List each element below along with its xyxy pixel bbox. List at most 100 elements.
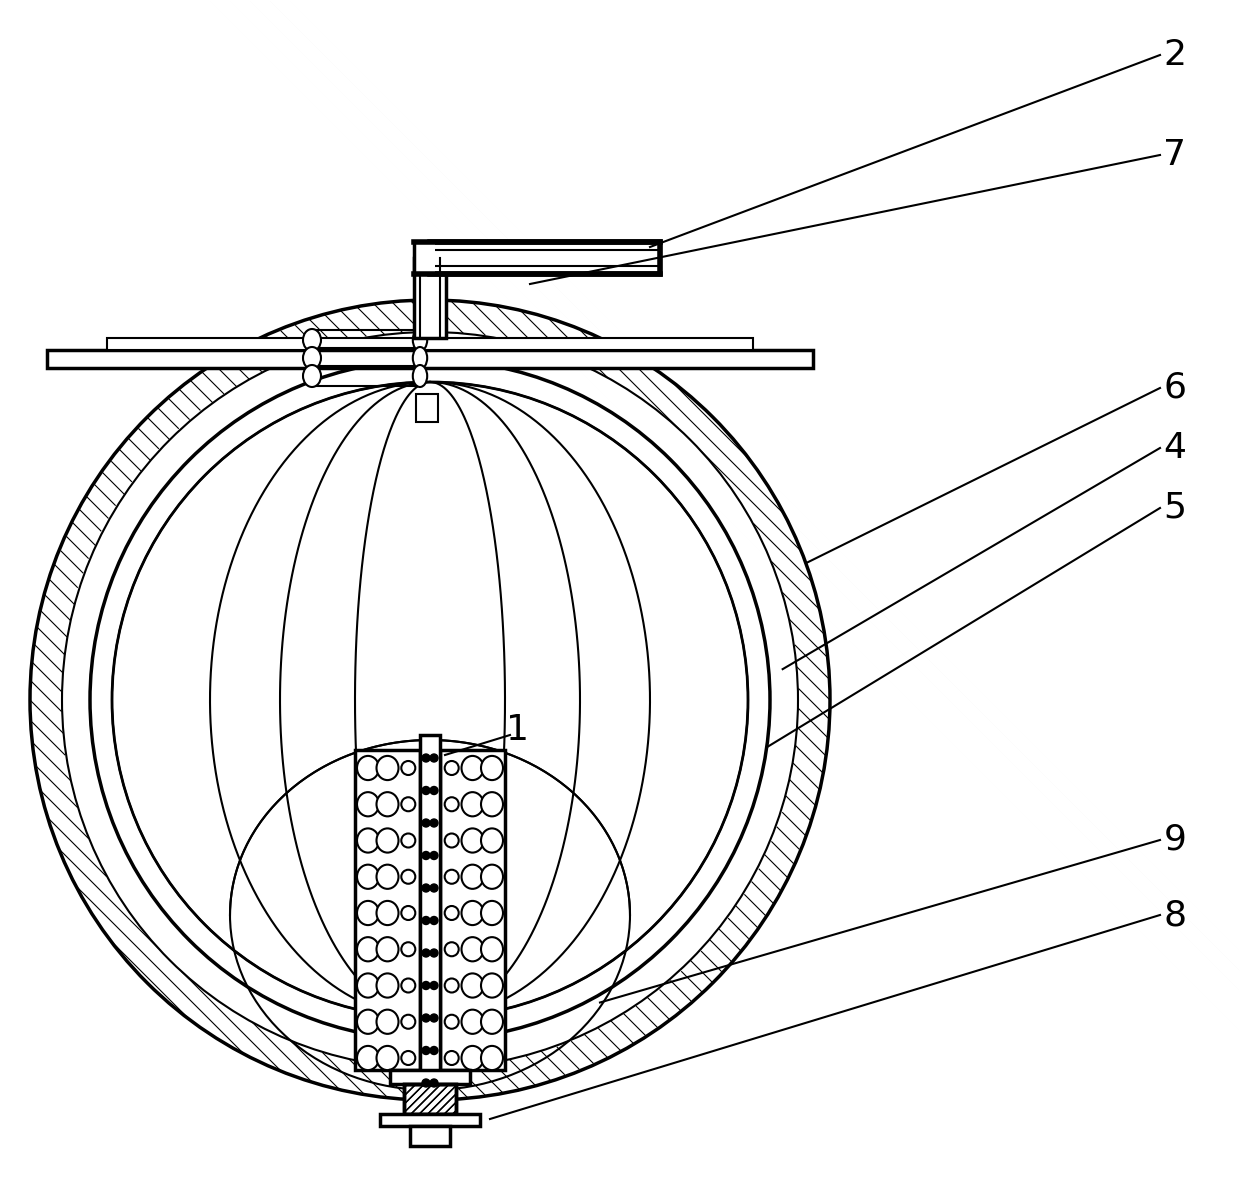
Ellipse shape	[445, 761, 459, 775]
Ellipse shape	[402, 978, 415, 992]
Circle shape	[422, 1047, 430, 1054]
Bar	[404, 1084, 456, 1115]
Circle shape	[430, 787, 438, 794]
Circle shape	[422, 948, 430, 957]
Ellipse shape	[303, 329, 321, 351]
Ellipse shape	[481, 973, 503, 997]
Bar	[47, 350, 813, 368]
Circle shape	[112, 382, 748, 1018]
Circle shape	[422, 1079, 430, 1087]
Ellipse shape	[303, 347, 321, 369]
Ellipse shape	[402, 1015, 415, 1029]
Ellipse shape	[377, 792, 398, 817]
Text: 2: 2	[1163, 38, 1187, 72]
Circle shape	[422, 787, 430, 794]
Bar	[415, 394, 438, 423]
Circle shape	[430, 948, 438, 957]
Circle shape	[422, 884, 430, 891]
Ellipse shape	[481, 1046, 503, 1071]
Text: 6: 6	[1163, 372, 1187, 405]
Ellipse shape	[377, 973, 398, 997]
Ellipse shape	[357, 973, 379, 997]
Ellipse shape	[445, 906, 459, 920]
Ellipse shape	[445, 978, 459, 992]
Ellipse shape	[481, 1010, 503, 1034]
Circle shape	[430, 982, 438, 990]
Circle shape	[422, 819, 430, 827]
Ellipse shape	[402, 906, 415, 920]
Bar	[440, 750, 505, 1069]
Ellipse shape	[377, 901, 398, 925]
Bar	[430, 242, 660, 274]
Ellipse shape	[377, 1010, 398, 1034]
Ellipse shape	[481, 756, 503, 780]
Ellipse shape	[357, 1010, 379, 1034]
Ellipse shape	[402, 798, 415, 811]
Ellipse shape	[461, 756, 484, 780]
Ellipse shape	[461, 792, 484, 817]
Ellipse shape	[481, 938, 503, 961]
Ellipse shape	[413, 364, 428, 387]
Ellipse shape	[377, 756, 398, 780]
Ellipse shape	[481, 792, 503, 817]
Bar	[404, 1084, 456, 1115]
Ellipse shape	[357, 901, 379, 925]
Circle shape	[430, 1047, 438, 1054]
Ellipse shape	[461, 901, 484, 925]
Ellipse shape	[402, 833, 415, 848]
Circle shape	[430, 1014, 438, 1022]
Circle shape	[430, 754, 438, 762]
Ellipse shape	[402, 942, 415, 957]
Ellipse shape	[357, 756, 379, 780]
Bar	[410, 1126, 450, 1145]
Circle shape	[430, 916, 438, 925]
Ellipse shape	[377, 864, 398, 889]
Ellipse shape	[402, 870, 415, 884]
Ellipse shape	[357, 829, 379, 852]
Text: 7: 7	[1163, 138, 1187, 172]
Bar	[355, 750, 420, 1069]
Ellipse shape	[461, 864, 484, 889]
Bar	[379, 1115, 480, 1126]
Bar	[414, 258, 446, 338]
Circle shape	[430, 851, 438, 859]
Ellipse shape	[481, 901, 503, 925]
Ellipse shape	[357, 864, 379, 889]
Ellipse shape	[445, 942, 459, 957]
Circle shape	[422, 916, 430, 925]
Ellipse shape	[377, 1046, 398, 1071]
Circle shape	[422, 982, 430, 990]
Ellipse shape	[413, 329, 428, 351]
Ellipse shape	[461, 938, 484, 961]
Bar	[107, 338, 753, 350]
Ellipse shape	[461, 829, 484, 852]
Bar	[391, 1069, 470, 1084]
Ellipse shape	[445, 798, 459, 811]
Text: 5: 5	[1163, 491, 1187, 525]
Ellipse shape	[445, 1015, 459, 1029]
Bar	[420, 735, 440, 1085]
Circle shape	[422, 754, 430, 762]
Ellipse shape	[461, 1010, 484, 1034]
Text: 8: 8	[1163, 899, 1187, 932]
Ellipse shape	[377, 829, 398, 852]
Ellipse shape	[377, 938, 398, 961]
Ellipse shape	[481, 829, 503, 852]
Bar	[404, 1084, 456, 1115]
Ellipse shape	[461, 1046, 484, 1071]
Bar	[414, 242, 435, 274]
Ellipse shape	[445, 833, 459, 848]
Text: 4: 4	[1163, 431, 1187, 465]
Ellipse shape	[445, 1050, 459, 1065]
Text: 1: 1	[506, 713, 529, 747]
Ellipse shape	[357, 792, 379, 817]
Ellipse shape	[413, 347, 428, 369]
Ellipse shape	[357, 1046, 379, 1071]
Ellipse shape	[481, 864, 503, 889]
Circle shape	[430, 819, 438, 827]
Ellipse shape	[357, 938, 379, 961]
Ellipse shape	[461, 973, 484, 997]
Circle shape	[422, 1014, 430, 1022]
Ellipse shape	[402, 1050, 415, 1065]
Ellipse shape	[445, 870, 459, 884]
